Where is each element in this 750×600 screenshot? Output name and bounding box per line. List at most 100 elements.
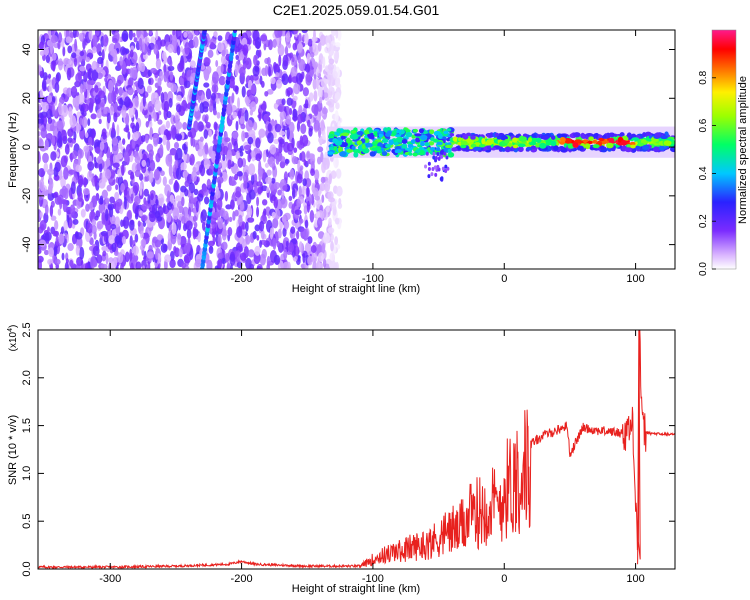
y-tick-label: 20 <box>21 92 33 104</box>
heatmap-cell <box>51 135 56 146</box>
heatmap-cell <box>239 115 245 124</box>
signal-band-cell <box>443 130 449 135</box>
heatmap-cell <box>306 186 310 198</box>
heatmap-cell <box>323 78 329 85</box>
heatmap-cell <box>322 157 330 170</box>
heatmap-cell <box>322 258 327 268</box>
heatmap-cell <box>310 168 316 177</box>
heatmap-cell <box>208 129 212 138</box>
signal-band-cell <box>545 139 550 146</box>
heatmap-cell <box>56 194 64 205</box>
heatmap-cell <box>309 69 314 78</box>
heatmap-cell <box>323 84 328 94</box>
heatmap-cell <box>203 158 211 170</box>
heatmap-cell <box>236 171 243 177</box>
heatmap-cell <box>133 37 138 43</box>
heatmap-cell <box>317 146 324 153</box>
heatmap-cell <box>222 154 226 161</box>
heatmap-cell <box>134 155 141 164</box>
heatmap-cell <box>145 134 149 144</box>
signal-band-cell <box>351 145 356 151</box>
heatmap-cell <box>266 88 274 95</box>
signal-band-cell <box>593 133 599 137</box>
heatmap-cell <box>288 121 295 134</box>
heatmap-cell <box>229 253 236 266</box>
heatmap-cell <box>123 72 127 82</box>
heatmap-cell <box>316 260 321 269</box>
heatmap-cell <box>293 147 298 153</box>
heatmap-cell <box>192 137 196 148</box>
svg-text:(x104): (x104) <box>7 325 19 352</box>
heatmap-cell <box>171 222 177 236</box>
heatmap-cell <box>296 230 300 240</box>
heatmap-cell <box>286 30 290 37</box>
heatmap-cell <box>231 131 239 140</box>
heatmap-cell <box>66 67 72 81</box>
snr-panel: -300 -200 -100 0 100 0.0 0.5 1.0 1.5 2.0 2.5 Heig… <box>7 322 676 595</box>
heatmap-cell <box>99 141 105 151</box>
heatmap-cell <box>155 58 162 70</box>
heatmap-cell <box>193 221 198 229</box>
heatmap-cell <box>217 217 224 230</box>
heatmap-cell <box>267 132 274 144</box>
signal-band-cell <box>388 139 394 146</box>
heatmap-cell <box>67 137 73 143</box>
signal-band-cell <box>473 146 482 151</box>
signal-band-cell <box>452 136 459 142</box>
heatmap-cell <box>150 36 156 45</box>
heatmap-cell <box>267 123 272 132</box>
heatmap-cell <box>322 56 326 69</box>
heatmap-cell <box>216 98 220 105</box>
heatmap-cell <box>283 248 288 260</box>
signal-band-cell <box>329 146 334 152</box>
signal-band-cell <box>663 140 672 146</box>
y-tick-label: -40 <box>21 237 33 253</box>
heatmap-cell <box>77 93 85 105</box>
heatmap-cell <box>72 30 77 39</box>
heatmap-cell <box>178 248 183 258</box>
scale-exponent: 4 <box>7 328 14 332</box>
heatmap-cell <box>272 131 277 139</box>
signal-band-cell <box>504 139 510 144</box>
heatmap-cell <box>290 66 298 79</box>
heatmap-cell <box>57 58 64 71</box>
heatmap-cell <box>166 212 172 223</box>
heatmap-cell <box>73 131 77 141</box>
heatmap-cell <box>427 167 431 172</box>
heatmap-cell <box>149 159 156 172</box>
heatmap-cell <box>39 41 45 50</box>
heatmap-cell <box>183 31 188 38</box>
heatmap-cell <box>330 240 334 252</box>
heatmap-cell <box>57 208 62 216</box>
heatmap-cell <box>295 244 299 257</box>
heatmap-cell <box>338 197 342 205</box>
heatmap-cell <box>38 151 41 164</box>
heatmap-cell <box>241 85 246 98</box>
heatmap-cell <box>47 226 50 234</box>
heatmap-cell <box>131 66 138 79</box>
heatmap-cell <box>323 92 329 99</box>
heatmap-cell <box>296 173 303 184</box>
heatmap-cell <box>211 71 219 85</box>
signal-band-cell <box>518 135 525 142</box>
heatmap-cell <box>262 149 267 163</box>
signal-band-cell <box>337 146 343 152</box>
heatmap-cell <box>95 30 100 37</box>
signal-band-cell <box>386 130 392 135</box>
heatmap-cell <box>154 210 161 219</box>
heatmap-cell <box>96 254 103 264</box>
heatmap-cell <box>111 242 117 253</box>
heatmap-cell <box>324 180 331 193</box>
heatmap-cell <box>180 162 187 171</box>
heatmap-cell <box>87 118 91 127</box>
heatmap-cell <box>89 201 94 209</box>
heatmap-cell <box>235 85 239 95</box>
heatmap-cell <box>130 193 134 202</box>
heatmap-cell <box>147 50 151 56</box>
signal-band-cell <box>559 136 566 143</box>
heatmap-cell <box>253 54 258 66</box>
heatmap-cell <box>427 161 431 166</box>
heatmap-cell <box>134 195 141 205</box>
heatmap-cell <box>248 129 256 138</box>
heatmap-cell <box>321 242 326 254</box>
